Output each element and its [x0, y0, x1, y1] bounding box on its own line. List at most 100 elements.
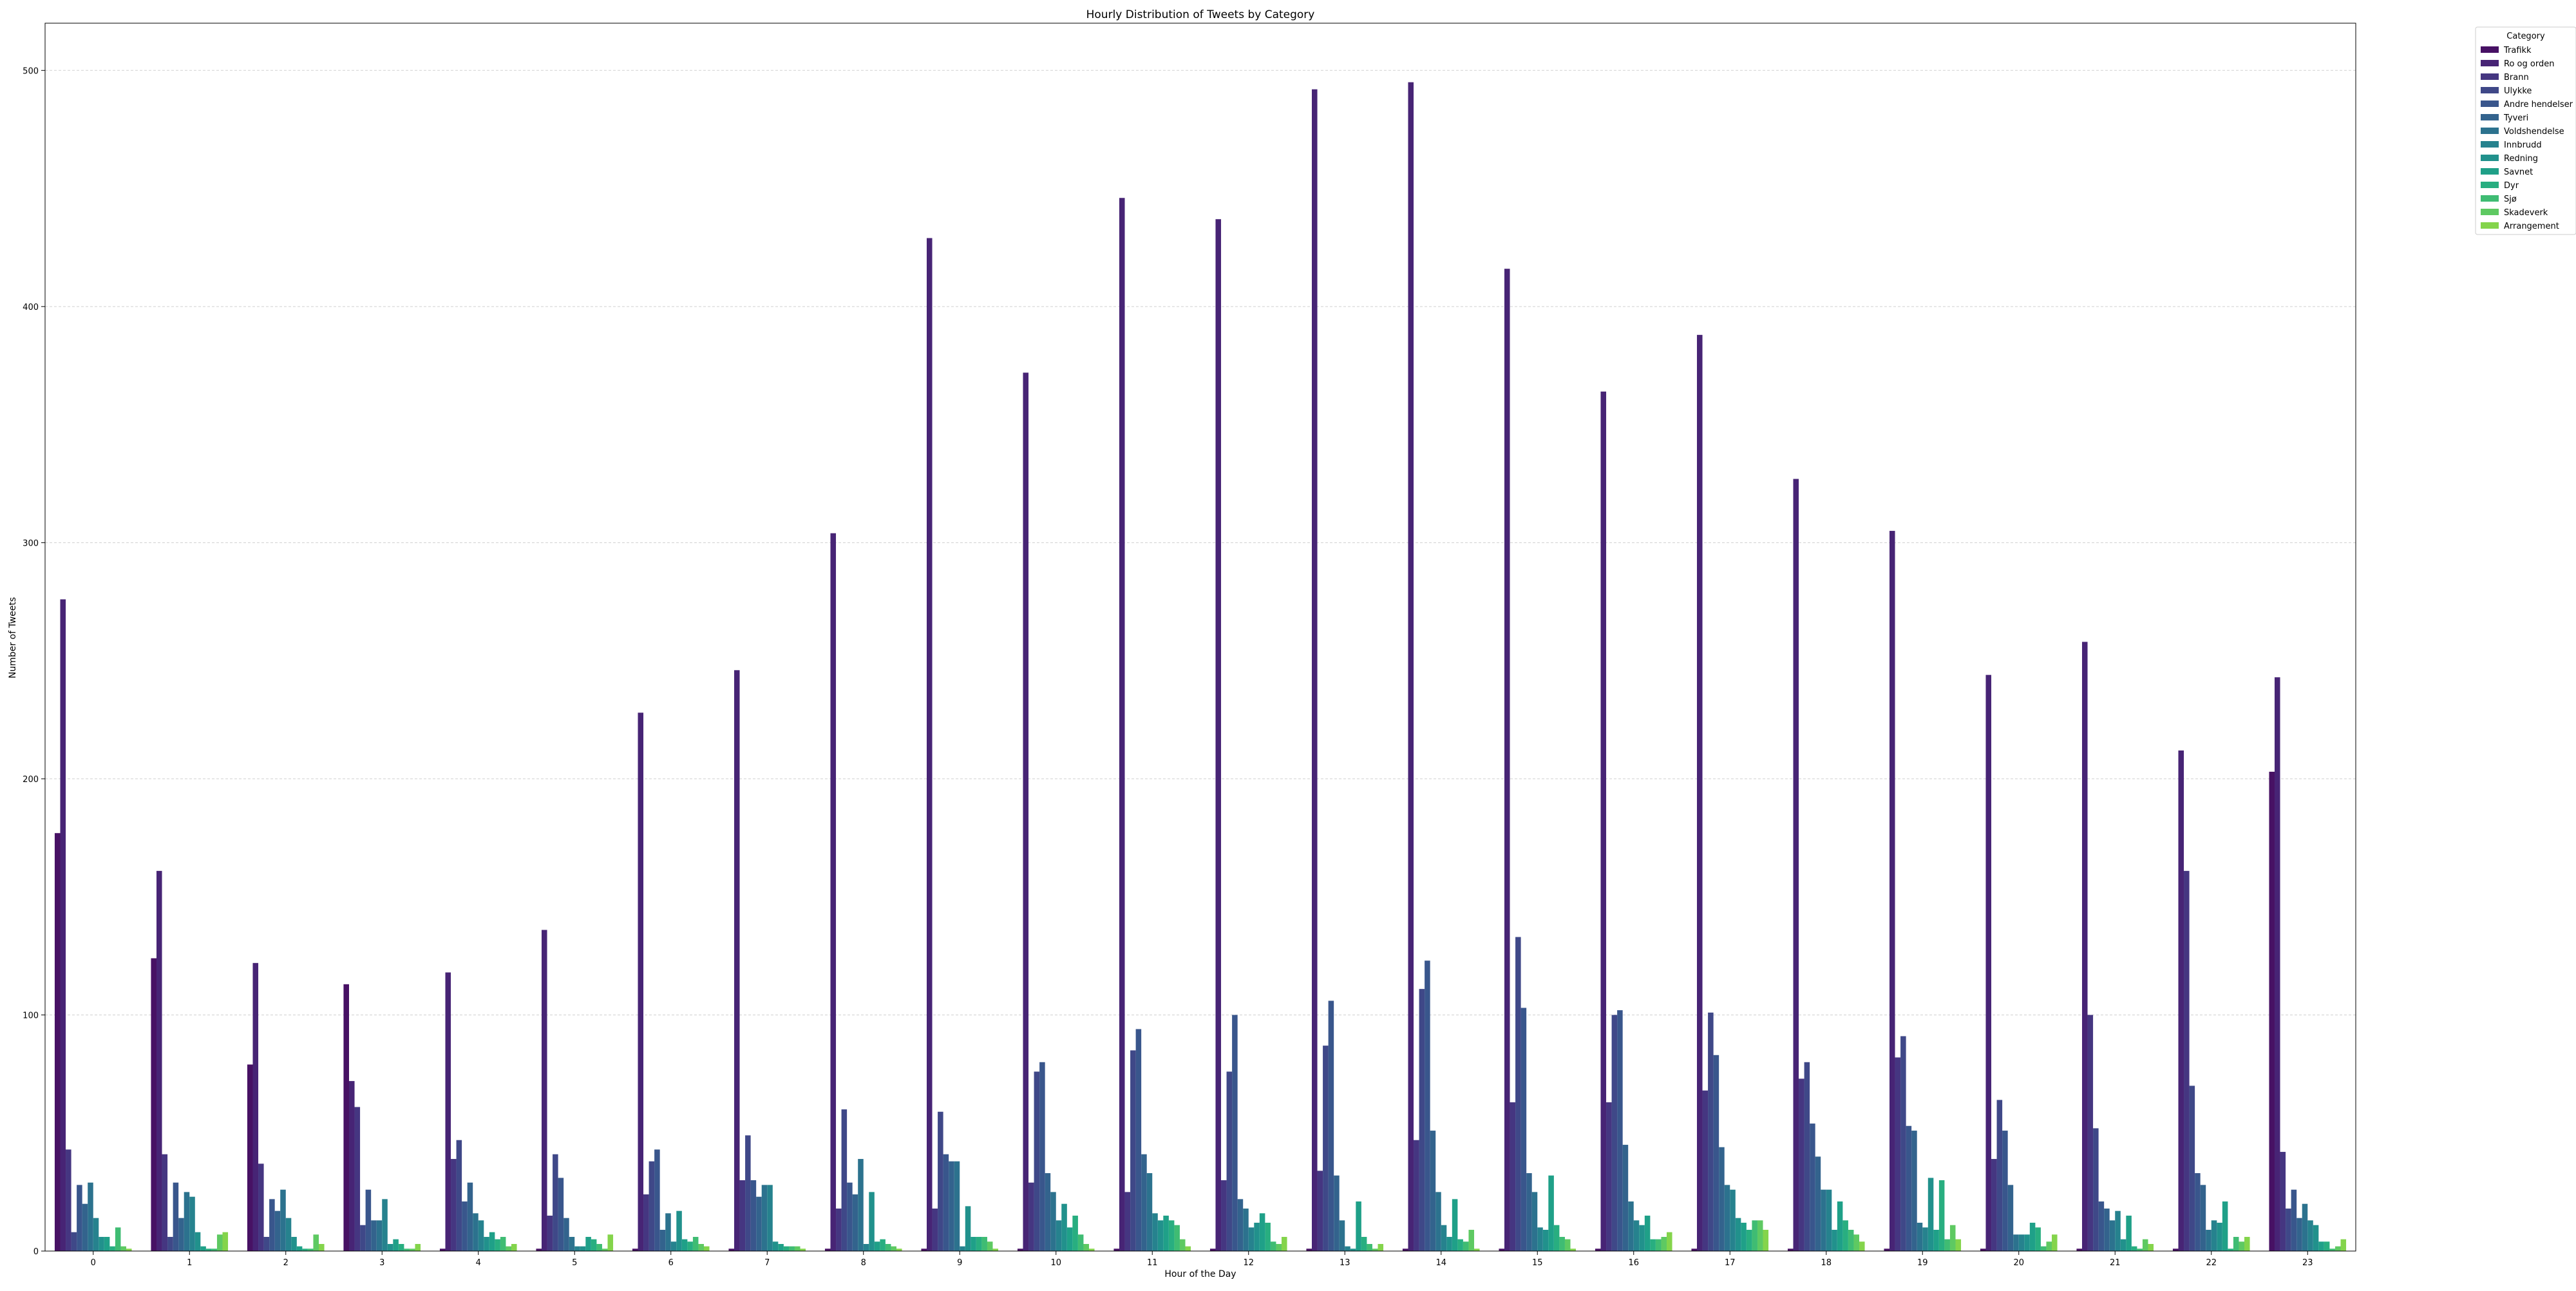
bar — [1457, 1239, 1463, 1251]
bar — [2318, 1241, 2324, 1251]
legend-items: Trafikk Ro og orden Brann Ulykke Andre hende… — [2481, 46, 2573, 231]
bar — [659, 1230, 666, 1251]
x-tick-label: 4 — [476, 1258, 481, 1268]
bar — [2184, 870, 2190, 1251]
bar — [1452, 1199, 1458, 1251]
legend-swatch — [2481, 128, 2499, 134]
x-tick-label: 1 — [187, 1258, 192, 1268]
bar — [932, 1209, 938, 1251]
bar — [1243, 1209, 1249, 1251]
bar — [1446, 1237, 1452, 1251]
bar — [1311, 89, 1318, 1252]
bar — [1741, 1223, 1747, 1251]
bar — [2329, 1248, 2335, 1251]
bar — [921, 1248, 927, 1251]
bar — [1414, 1140, 1419, 1251]
bar — [1691, 1248, 1697, 1251]
bar — [1622, 1145, 1629, 1251]
bar — [2093, 1128, 2099, 1251]
legend-label: Savnet — [2504, 167, 2533, 177]
bar — [151, 958, 156, 1251]
y-tick-label: 100 — [23, 1011, 39, 1020]
bar — [484, 1237, 489, 1251]
bar — [2239, 1241, 2245, 1251]
bar — [77, 1185, 82, 1251]
bar — [2195, 1173, 2201, 1251]
bar — [830, 533, 837, 1251]
bar — [756, 1196, 762, 1251]
bar — [2002, 1131, 2008, 1251]
bar — [1328, 1000, 1334, 1251]
bar — [676, 1210, 682, 1251]
bar — [874, 1241, 880, 1251]
bar — [1650, 1239, 1656, 1251]
bar — [2040, 1246, 2047, 1251]
bar — [2120, 1239, 2126, 1251]
bar — [643, 1194, 649, 1251]
bar — [1023, 372, 1029, 1251]
bar — [841, 1109, 848, 1251]
bar — [1157, 1220, 1164, 1251]
bar — [734, 670, 740, 1251]
legend-label: Ro og orden — [2504, 59, 2554, 69]
bar — [1531, 1192, 1538, 1251]
x-tick-label: 22 — [2206, 1258, 2217, 1268]
bar — [1837, 1201, 1843, 1251]
bar — [2172, 1248, 2179, 1251]
bar — [1066, 1227, 1073, 1251]
x-tick-label: 15 — [1532, 1258, 1543, 1268]
bar — [1083, 1244, 1090, 1251]
bar — [1221, 1180, 1227, 1251]
x-tick-label: 10 — [1050, 1258, 1061, 1268]
bar — [1520, 1008, 1527, 1251]
bar — [1282, 1237, 1287, 1251]
bar — [987, 1241, 993, 1251]
bar — [585, 1237, 591, 1251]
bar — [1644, 1216, 1651, 1251]
bar — [462, 1201, 468, 1251]
bar — [1259, 1213, 1265, 1251]
bar — [2222, 1201, 2228, 1251]
bar — [1628, 1201, 1634, 1251]
bar — [222, 1232, 229, 1251]
bar — [1859, 1241, 1865, 1251]
bar — [1361, 1237, 1367, 1251]
bar — [1408, 82, 1414, 1251]
bar — [376, 1220, 383, 1251]
bar — [216, 1234, 223, 1251]
bar — [1949, 1225, 1956, 1251]
bar — [1661, 1237, 1667, 1251]
x-tick-label: 18 — [1821, 1258, 1832, 1268]
bar — [750, 1180, 757, 1251]
bar — [2269, 771, 2275, 1251]
bar — [2340, 1239, 2347, 1251]
bar — [371, 1220, 377, 1251]
bar — [365, 1189, 372, 1251]
legend-label: Innbrudd — [2504, 140, 2542, 150]
bar — [2291, 1189, 2297, 1251]
bar — [120, 1246, 127, 1251]
bar — [2137, 1248, 2143, 1251]
bar — [88, 1182, 93, 1251]
bar — [274, 1210, 281, 1251]
bar — [205, 1248, 212, 1251]
bar — [1345, 1246, 1350, 1251]
bar — [2233, 1237, 2239, 1251]
bar — [313, 1234, 319, 1251]
x-tick-label: 16 — [1628, 1258, 1639, 1268]
bar — [1072, 1216, 1078, 1251]
bar — [2115, 1210, 2121, 1251]
bar — [1713, 1055, 1719, 1251]
legend-swatch — [2481, 222, 2499, 229]
x-tick-label: 2 — [283, 1258, 289, 1268]
legend-swatch — [2481, 73, 2499, 80]
bar — [2178, 750, 2184, 1251]
bar — [467, 1182, 473, 1251]
x-tick-label: 9 — [957, 1258, 962, 1268]
bar — [1474, 1248, 1480, 1251]
x-tick-label: 8 — [861, 1258, 866, 1268]
bar — [654, 1149, 660, 1251]
legend-label: Ulykke — [2504, 86, 2532, 96]
legend-swatch — [2481, 209, 2499, 215]
